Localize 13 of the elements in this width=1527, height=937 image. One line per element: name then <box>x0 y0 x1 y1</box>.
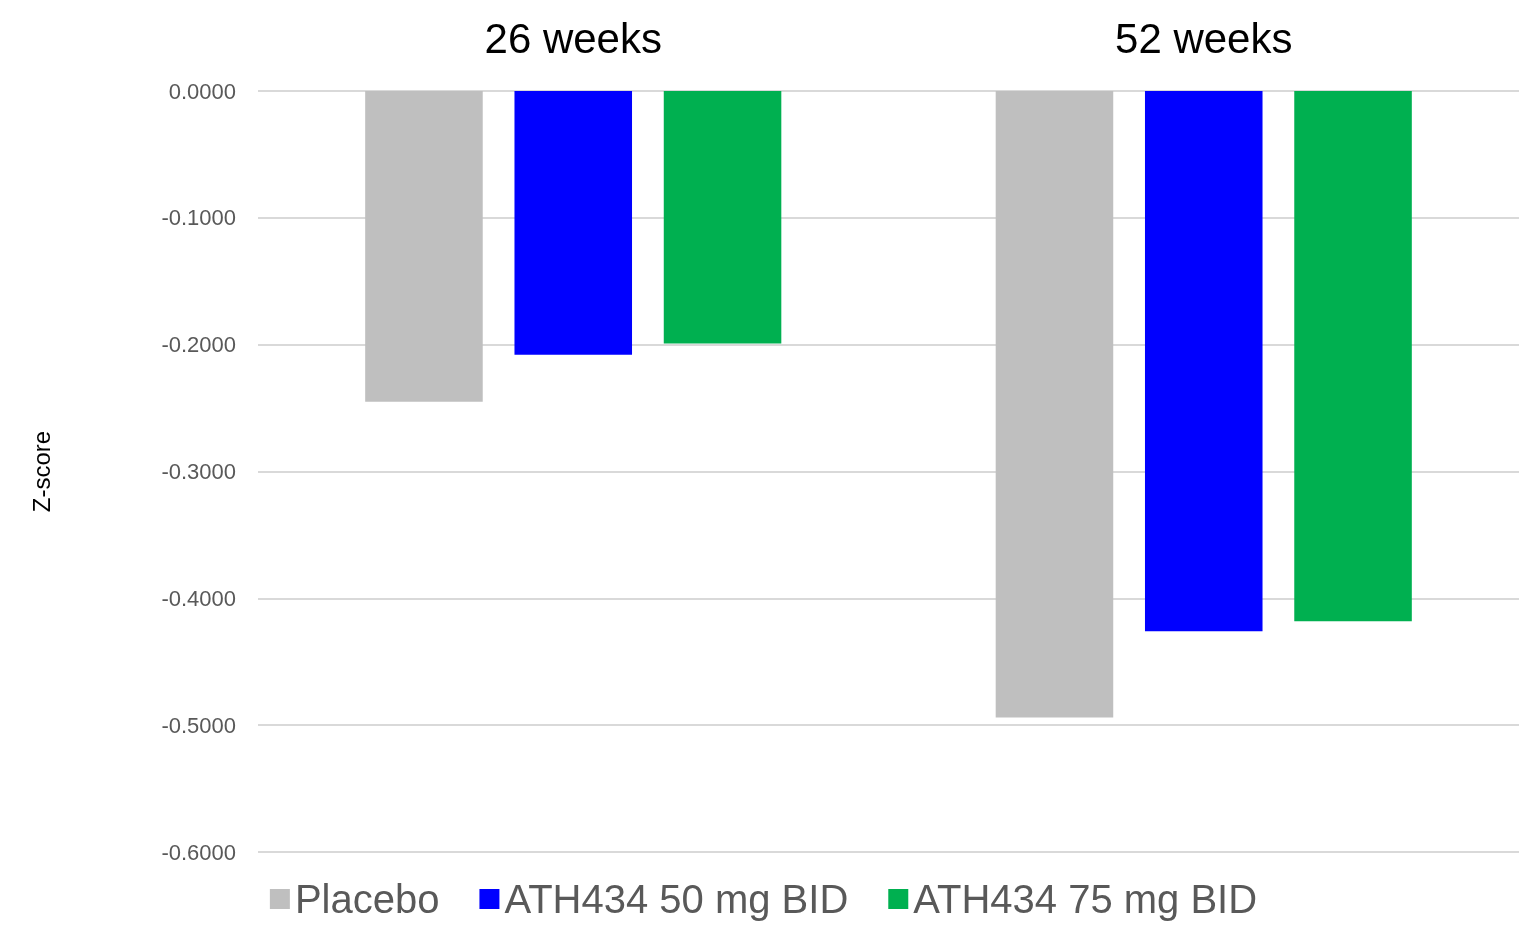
legend-label: ATH434 75 mg BID <box>913 877 1258 921</box>
y-tick-label: -0.2000 <box>161 332 236 358</box>
x-tick-label: 52 weeks <box>1115 14 1293 62</box>
legend-label: ATH434 50 mg BID <box>504 877 849 921</box>
y-axis-title: Z-score <box>27 430 55 513</box>
y-tick-label: -0.1000 <box>161 205 236 231</box>
y-tick-label: -0.3000 <box>161 459 236 484</box>
y-tick-label: -0.5000 <box>161 712 236 738</box>
legend-label: Placebo <box>294 877 440 921</box>
x-tick-label: 26 weeks <box>484 14 662 62</box>
y-tick-label: -0.6000 <box>161 839 236 865</box>
y-tick-label: 0.0000 <box>168 78 236 104</box>
y-tick-label: -0.4000 <box>161 585 236 611</box>
